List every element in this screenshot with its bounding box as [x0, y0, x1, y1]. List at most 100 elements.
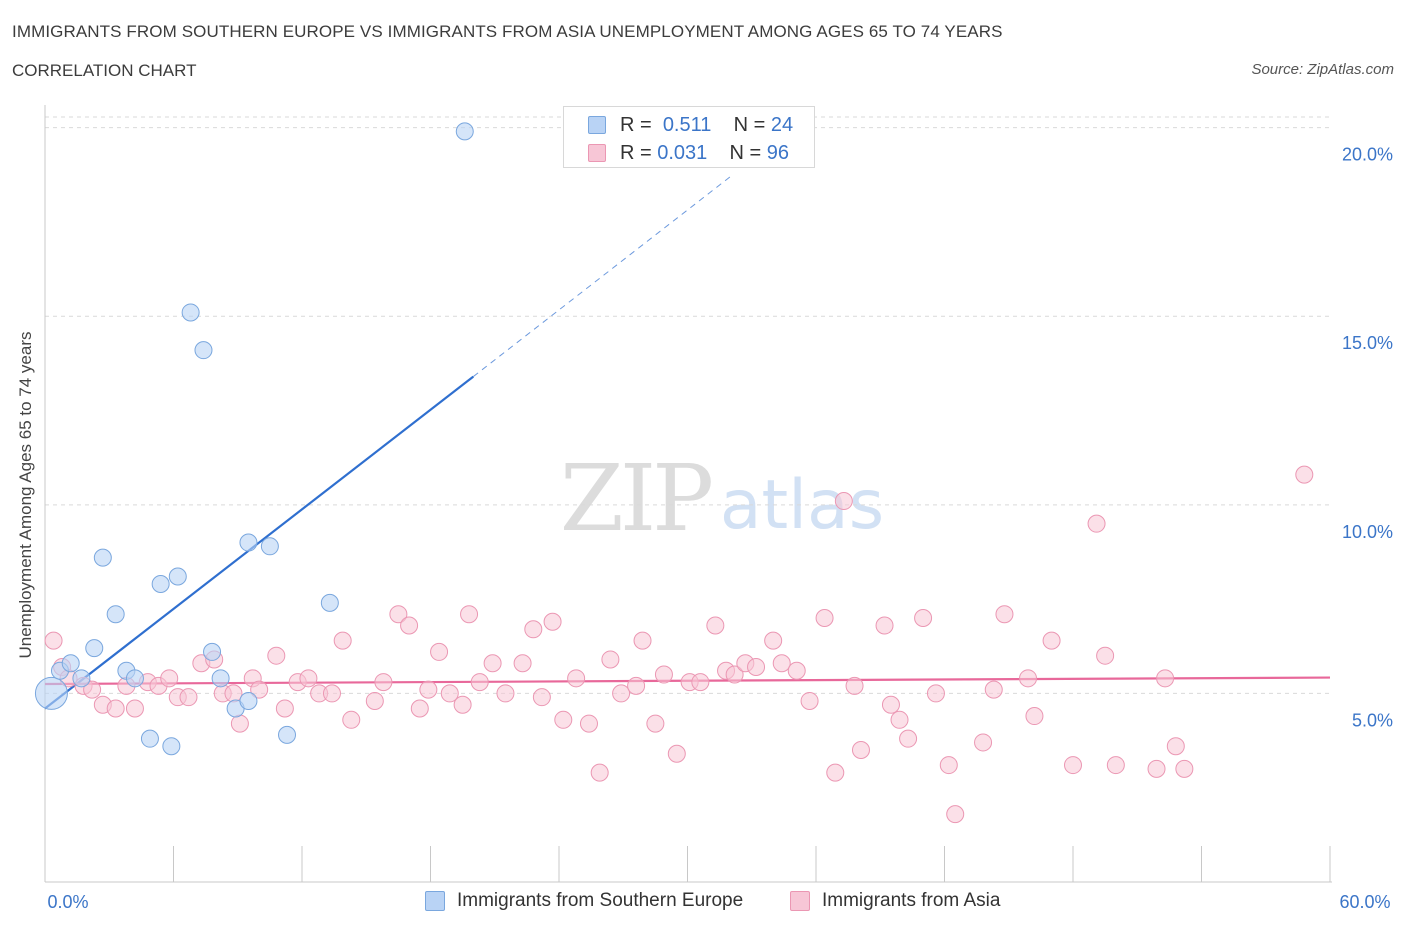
data-point-asia — [483, 654, 502, 673]
data-point-asia — [460, 605, 479, 624]
data-point-asia — [1147, 759, 1166, 778]
y-tick-label: 10.0% — [1342, 522, 1393, 542]
stats-legend: R = 0.511 N = 24 R = 0.031 N = 96 — [563, 106, 815, 168]
data-point-asia — [389, 605, 408, 624]
data-point-southern-europe — [140, 729, 159, 748]
data-point-southern-europe — [260, 537, 279, 556]
data-point-asia — [410, 699, 429, 718]
data-point-asia — [787, 661, 806, 680]
data-point-asia — [275, 699, 294, 718]
data-point-asia — [1019, 669, 1038, 688]
data-point-asia — [513, 654, 532, 673]
data-point-asia — [654, 665, 673, 684]
data-point-southern-europe — [239, 691, 258, 710]
x-tick-label: 60.0% — [1339, 892, 1390, 912]
data-point-asia — [579, 714, 598, 733]
data-point-southern-europe — [93, 548, 112, 567]
data-point-southern-europe — [125, 669, 144, 688]
blue-swatch — [588, 116, 606, 134]
data-point-asia — [875, 616, 894, 635]
r-label: R = — [620, 114, 652, 136]
data-point-asia — [706, 616, 725, 635]
data-point-asia — [1166, 737, 1185, 756]
blue-swatch — [425, 891, 445, 911]
data-point-asia — [342, 710, 361, 729]
trendline-southern-europe-extension — [473, 176, 731, 377]
data-point-asia — [725, 665, 744, 684]
chart-title: IMMIGRANTS FROM SOUTHERN EUROPE VS IMMIG… — [12, 22, 1003, 41]
data-point-southern-europe — [194, 341, 213, 360]
data-point-asia — [160, 669, 179, 688]
data-point-asia — [524, 620, 543, 639]
data-point-asia — [322, 684, 341, 703]
data-point-asia — [106, 699, 125, 718]
data-point-asia — [1175, 759, 1194, 778]
data-point-southern-europe — [278, 725, 297, 744]
data-point-southern-europe — [34, 676, 68, 710]
data-point-asia — [83, 680, 102, 699]
data-point-asia — [764, 631, 783, 650]
data-point-asia — [470, 673, 489, 692]
r-label: R = — [620, 142, 652, 164]
data-point-southern-europe — [181, 303, 200, 322]
data-point-southern-europe — [85, 639, 104, 658]
y-tick-label: 20.0% — [1342, 145, 1393, 165]
data-point-southern-europe — [151, 575, 170, 594]
data-point-asia — [224, 684, 243, 703]
data-point-southern-europe — [168, 567, 187, 586]
data-point-asia — [845, 676, 864, 695]
data-point-asia — [914, 608, 933, 627]
trendline-southern-europe — [44, 375, 475, 710]
data-point-asia — [453, 695, 472, 714]
data-point-asia — [333, 631, 352, 650]
r-value: 0.031 — [657, 142, 708, 164]
data-point-asia — [430, 642, 449, 661]
n-value: 96 — [766, 142, 790, 164]
legend-label: Immigrants from Asia — [822, 890, 1001, 911]
y-axis-label: Unemployment Among Ages 65 to 74 years — [16, 331, 35, 659]
data-point-southern-europe — [61, 654, 80, 673]
n-label: N = — [729, 142, 762, 164]
data-point-asia — [532, 688, 551, 707]
data-point-asia — [590, 763, 609, 782]
data-point-asia — [179, 688, 198, 707]
data-point-asia — [834, 492, 853, 511]
data-point-asia — [800, 691, 819, 710]
data-point-asia — [299, 669, 318, 688]
data-point-asia — [612, 684, 631, 703]
y-tick-label: 15.0% — [1342, 333, 1393, 353]
data-point-asia — [815, 608, 834, 627]
data-point-asia — [691, 673, 710, 692]
data-point-southern-europe — [203, 642, 222, 661]
data-point-southern-europe — [106, 605, 125, 624]
r-value: 0.511 — [662, 114, 712, 136]
data-point-asia — [772, 654, 791, 673]
data-point-asia — [125, 699, 144, 718]
data-point-southern-europe — [455, 122, 474, 141]
data-point-asia — [826, 763, 845, 782]
chart-subtitle: CORRELATION CHART — [12, 61, 197, 80]
legend-label: Immigrants from Southern Europe — [457, 890, 744, 911]
data-point-asia — [554, 710, 573, 729]
data-point-asia — [267, 646, 286, 665]
data-point-asia — [44, 631, 63, 650]
data-point-asia — [601, 650, 620, 669]
data-point-asia — [1106, 756, 1125, 775]
data-point-asia — [543, 612, 562, 631]
data-point-asia — [1025, 707, 1044, 726]
data-point-asia — [1042, 631, 1061, 650]
pink-swatch — [790, 891, 810, 911]
data-point-asia — [250, 680, 269, 699]
data-point-asia — [747, 658, 766, 677]
data-point-southern-europe — [162, 737, 181, 756]
data-point-asia — [400, 616, 419, 635]
data-point-asia — [365, 691, 384, 710]
data-point-southern-europe — [72, 669, 91, 688]
x-tick-label: 0.0% — [47, 892, 88, 912]
data-point-asia — [374, 673, 393, 692]
data-point-asia — [984, 680, 1003, 699]
watermark-atlas: atlas — [720, 466, 884, 545]
data-point-asia — [851, 740, 870, 759]
data-point-asia — [1087, 514, 1106, 533]
data-point-asia — [946, 805, 965, 824]
